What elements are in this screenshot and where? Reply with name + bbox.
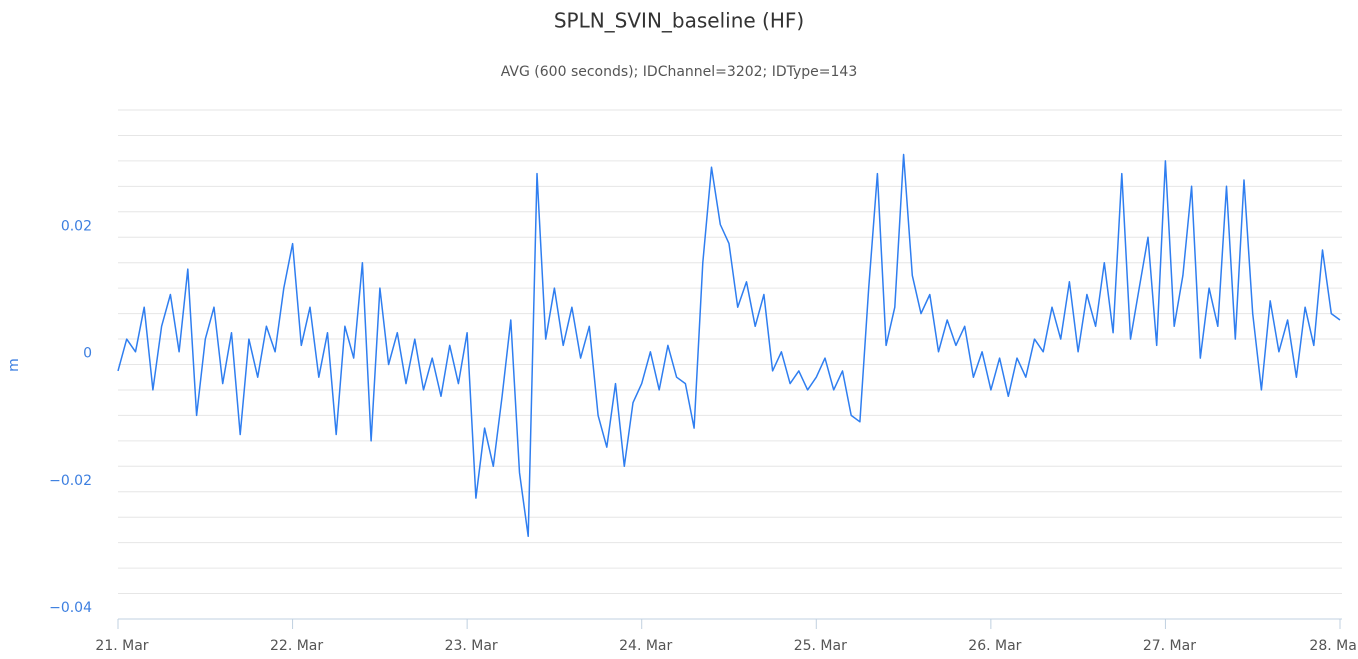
chart-subtitle: AVG (600 seconds); IDChannel=3202; IDTyp… [501, 64, 857, 80]
x-tick-label: 22. Mar [270, 638, 323, 654]
chart-title: SPLN_SVIN_baseline (HF) [554, 9, 804, 33]
x-tick-label: 25. Mar [794, 638, 847, 654]
y-tick-label: 0.02 [61, 218, 92, 234]
y-tick-label: −0.04 [49, 600, 92, 616]
data-line [117, 153, 1341, 538]
x-tick-label: 21. Mar [95, 638, 148, 654]
y-tick-label: −0.02 [49, 473, 92, 489]
x-tick-label: 23. Mar [445, 638, 498, 654]
x-tick-label: 27. Mar [1143, 638, 1196, 654]
y-tick-label: 0 [83, 346, 92, 362]
x-tick-label: 26. Mar [968, 638, 1021, 654]
x-tick-label: 24. Mar [619, 638, 672, 654]
y-axis-title: m [6, 358, 22, 372]
x-tick-label: 28. Mar [1309, 638, 1358, 654]
